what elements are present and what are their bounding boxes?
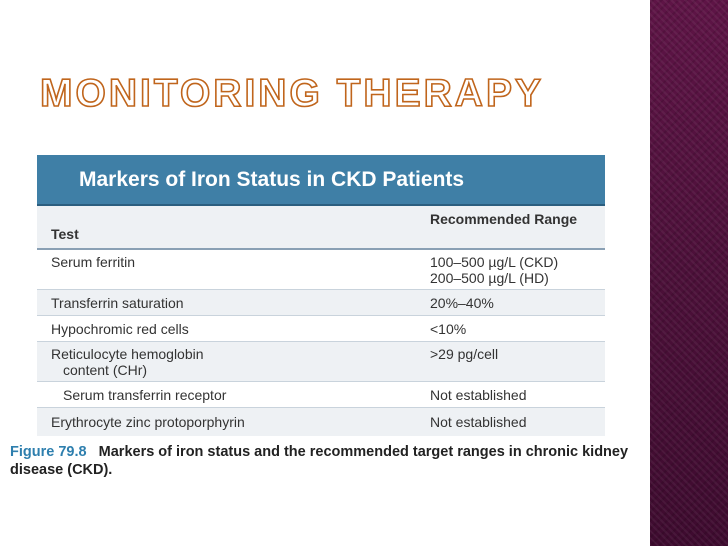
cell-test-continued: content (CHr) bbox=[63, 362, 148, 378]
cell-range: Not established bbox=[430, 387, 527, 403]
cell-range: >29 pg/cell bbox=[430, 346, 499, 362]
iron-markers-table: Markers of Iron Status in CKD Patients T… bbox=[37, 155, 605, 436]
cell-range: <10% bbox=[430, 321, 467, 337]
cell-test: Hypochromic red cells bbox=[51, 321, 189, 337]
table-header: Markers of Iron Status in CKD Patients bbox=[37, 155, 605, 206]
table-title: Markers of Iron Status in CKD Patients bbox=[79, 168, 465, 191]
column-header-test: Test bbox=[51, 226, 79, 242]
table-row: Serum transferrin receptor Not establish… bbox=[37, 382, 605, 408]
cell-test: Reticulocyte hemoglobin bbox=[51, 346, 204, 362]
figure-caption: Figure 79.8 Markers of iron status and t… bbox=[10, 443, 640, 479]
cell-test: Serum ferritin bbox=[51, 254, 136, 270]
figure-caption-text: Markers of iron status and the recommend… bbox=[10, 444, 629, 478]
cell-test: Transferrin saturation bbox=[51, 295, 184, 311]
table-row: Hypochromic red cells <10% bbox=[37, 316, 605, 342]
cell-test: Erythrocyte zinc protoporphyrin bbox=[51, 414, 245, 430]
table-row: Reticulocyte hemoglobin content (CHr) >2… bbox=[37, 342, 605, 382]
slide-title: Monitoring Therapy bbox=[39, 72, 544, 115]
table-row: Transferrin saturation 20%–40% bbox=[37, 290, 605, 316]
figure-label: Figure 79.8 bbox=[10, 444, 87, 460]
cell-range: Not established bbox=[430, 414, 527, 430]
cell-range-line: 200–500 µg/L (HD) bbox=[430, 270, 549, 286]
table-row: Erythrocyte zinc protoporphyrin Not esta… bbox=[37, 408, 605, 436]
cell-range: 100–500 µg/L (CKD) 200–500 µg/L (HD) bbox=[430, 254, 605, 286]
cell-test: Serum transferrin receptor bbox=[63, 387, 227, 403]
column-header-range: Recommended Range bbox=[430, 211, 578, 227]
decorative-side-bar bbox=[650, 0, 728, 546]
cell-range-line: 100–500 µg/L (CKD) bbox=[430, 254, 559, 270]
cell-range: 20%–40% bbox=[430, 295, 494, 311]
column-header-row: Test Recommended Range bbox=[37, 206, 605, 250]
table-row: Serum ferritin 100–500 µg/L (CKD) 200–50… bbox=[37, 250, 605, 290]
